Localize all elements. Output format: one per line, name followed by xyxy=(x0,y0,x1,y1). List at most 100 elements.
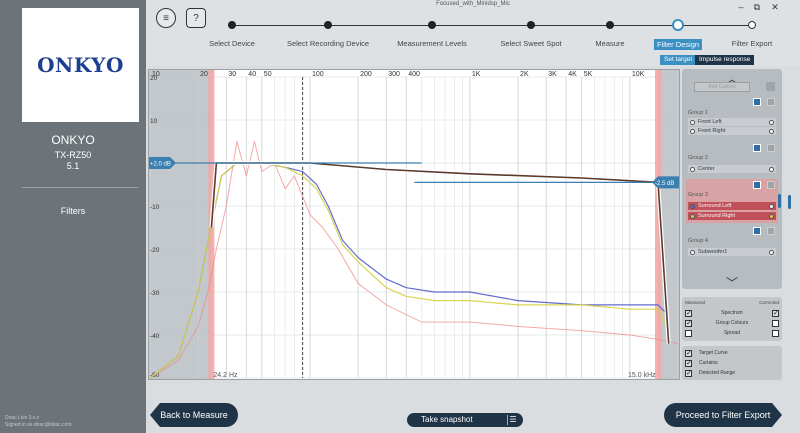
proceed-to-filter-export-button[interactable]: Proceed to Filter Export xyxy=(664,403,782,427)
step-dot-select-recording-device[interactable] xyxy=(324,21,332,29)
group-settings-icon[interactable] xyxy=(767,98,775,106)
channel-group-4[interactable]: Group 4 Subwoofer1 xyxy=(686,225,778,259)
group-color-icon[interactable] xyxy=(753,144,761,152)
channel-group-1[interactable]: Group 1 Front Left Front Right xyxy=(686,96,778,135)
group-colours-corrected-checkbox[interactable] xyxy=(772,320,779,327)
step-label-select-device[interactable]: Select Device xyxy=(209,39,255,48)
step-label-filter-export[interactable]: Filter Export xyxy=(731,39,773,48)
x-tick-label: 2K xyxy=(520,71,529,78)
group-settings-icon[interactable] xyxy=(767,227,775,235)
take-snapshot-button[interactable]: Take snapshot ☰ xyxy=(407,413,523,427)
tab-impulse-response[interactable]: Impulse response xyxy=(695,55,755,65)
close-button[interactable]: ✕ xyxy=(771,2,779,12)
spread-corrected-checkbox[interactable] xyxy=(772,330,779,337)
target-curve-label: Target Curve xyxy=(699,350,728,356)
channel-surround-left[interactable]: Surround Left xyxy=(688,202,776,210)
channel-group-2[interactable]: Group 2 Center xyxy=(686,142,778,176)
x-tick-label: 3K xyxy=(548,71,557,78)
x-tick-label: 10K xyxy=(632,71,645,78)
chart-border xyxy=(148,69,680,380)
sidebar-divider xyxy=(22,187,138,188)
step-label-filter-design[interactable]: Filter Design xyxy=(653,39,703,50)
groups-scrollbar[interactable] xyxy=(778,194,781,208)
x-tick-label: 5K xyxy=(584,71,593,78)
version-text: Dirac Live 3.x.x xyxy=(5,415,40,421)
detected-range-checkbox[interactable]: ✓ xyxy=(685,370,692,377)
x-tick-label: 30 xyxy=(228,71,236,78)
step-dot-select-device[interactable] xyxy=(228,21,236,29)
device-model: TX-RZ50 xyxy=(54,150,92,160)
channel-groups-box: ︿ Add Custom Group 1 Front Left Front Ri… xyxy=(682,69,782,290)
main-scrollbar-thumb[interactable] xyxy=(788,195,791,209)
low-curtain-label: 24.2 Hz xyxy=(213,372,238,379)
curtains-label: Curtains xyxy=(699,360,718,366)
target-curve-toggle[interactable]: ✓ Target Curve xyxy=(685,349,780,358)
brand-logo-text: ONKYO xyxy=(37,53,124,77)
option-row-spread: Spread xyxy=(682,329,782,338)
brand-logo: ONKYO xyxy=(22,8,139,122)
step-label-select-recording-device[interactable]: Select Recording Device xyxy=(286,39,370,48)
target-curve-checkbox[interactable]: ✓ xyxy=(685,350,692,357)
corrected-header: Corrected xyxy=(759,300,779,305)
device-brand: ONKYO xyxy=(51,133,95,147)
channel-subwoofer1[interactable]: Subwoofer1 xyxy=(688,248,776,256)
channel-center[interactable]: Center xyxy=(688,165,776,173)
group-title: Group 2 xyxy=(688,155,708,161)
snapshot-list-icon[interactable]: ☰ xyxy=(507,415,517,425)
group-colours-measured-checkbox[interactable]: ✓ xyxy=(685,320,692,327)
channel-group-3[interactable]: Group 3 Surround Left Surround Right xyxy=(686,179,778,223)
option-row-spectrum: ✓ Spectrum ✓ xyxy=(682,309,782,318)
group-settings-icon[interactable] xyxy=(767,144,775,152)
x-tick-label: 200 xyxy=(360,71,372,78)
detected-range-toggle[interactable]: ✓ Detected Range xyxy=(685,369,780,378)
add-custom-group-input[interactable]: Add Custom xyxy=(694,82,750,92)
tab-set-target[interactable]: Set target xyxy=(660,55,697,65)
channel-surround-right[interactable]: Surround Right xyxy=(688,212,776,220)
y-tick-label: -20 xyxy=(150,247,160,254)
help-icon: ? xyxy=(193,12,199,24)
signed-in-text: Signed in as dirac@dirac.com xyxy=(5,422,72,428)
frequency-response-chart[interactable]: 10203040501002003004001K2K3K4K5K10K20K20… xyxy=(148,69,680,380)
group-settings-icon[interactable] xyxy=(767,181,775,189)
menu-icon: ≡ xyxy=(163,12,169,24)
series-spectrum-yellow xyxy=(149,162,668,379)
high-curtain-label: 15.0 kHz xyxy=(628,372,656,379)
minimize-button[interactable]: – xyxy=(738,2,744,12)
step-dot-select-sweet-spot[interactable] xyxy=(527,21,535,29)
top-bar: Focused_with_Minidsp_Mic – ⧉ ✕ ≡ ? Selec… xyxy=(146,0,800,66)
step-dot-filter-export[interactable] xyxy=(748,21,756,29)
group-color-icon[interactable] xyxy=(753,98,761,106)
device-channel-config: 5.1 xyxy=(66,161,80,171)
step-label-select-sweet-spot[interactable]: Select Sweet Spot xyxy=(500,39,562,48)
plot-background xyxy=(148,69,680,380)
step-dot-filter-design[interactable] xyxy=(672,19,684,31)
step-label-measurement-levels[interactable]: Measurement Levels xyxy=(397,39,467,48)
detected-range-label: Detected Range xyxy=(699,370,736,376)
option-label: Spread xyxy=(723,330,741,336)
back-to-measure-button[interactable]: Back to Measure xyxy=(150,403,238,427)
sidebar-section-filters[interactable]: Filters xyxy=(60,206,86,216)
channel-front-left[interactable]: Front Left xyxy=(688,118,776,126)
step-dot-measurement-levels[interactable] xyxy=(428,21,436,29)
group-title: Group 1 xyxy=(688,110,708,116)
step-label-measure[interactable]: Measure xyxy=(595,39,625,48)
display-options-box: Measured Corrected ✓ Spectrum ✓ ✓ Group … xyxy=(682,297,782,341)
left-handle-label: +2.0 dB xyxy=(150,162,171,168)
help-button[interactable]: ? xyxy=(186,8,206,28)
curtains-toggle[interactable]: ✓ Curtains xyxy=(685,359,780,368)
spectrum-measured-checkbox[interactable]: ✓ xyxy=(685,310,692,317)
step-dot-measure[interactable] xyxy=(606,21,614,29)
chart-svg[interactable]: 10203040501002003004001K2K3K4K5K10K20K20… xyxy=(148,69,680,380)
restore-button[interactable]: ⧉ xyxy=(753,2,761,12)
option-row-group-colours: ✓ Group Colours xyxy=(682,319,782,328)
curtains-checkbox[interactable]: ✓ xyxy=(685,360,692,367)
add-custom-group-button[interactable] xyxy=(766,82,775,91)
group-color-icon[interactable] xyxy=(753,227,761,235)
group-color-icon[interactable] xyxy=(753,181,761,189)
chevron-down-icon[interactable]: ﹀ xyxy=(725,276,738,290)
y-tick-label: 20 xyxy=(150,75,158,82)
spread-measured-checkbox[interactable] xyxy=(685,330,692,337)
channel-front-right[interactable]: Front Right xyxy=(688,127,776,135)
spectrum-corrected-checkbox[interactable]: ✓ xyxy=(772,310,779,317)
menu-button[interactable]: ≡ xyxy=(156,8,176,28)
